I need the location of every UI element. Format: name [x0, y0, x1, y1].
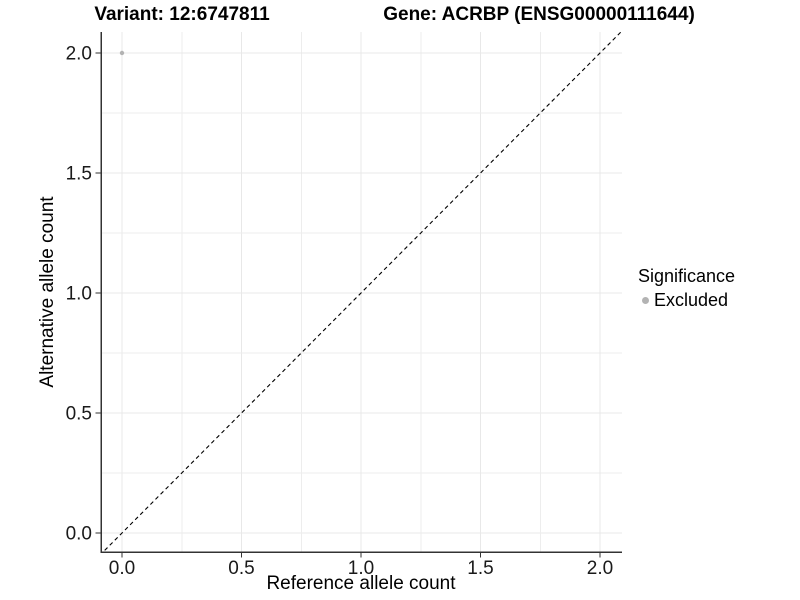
grid-lines	[101, 32, 622, 552]
x-tick-label: 0.0	[109, 558, 135, 579]
y-tick-label: 2.0	[66, 44, 92, 65]
x-axis-title: Reference allele count	[266, 573, 456, 594]
plot-title-variant: Variant: 12:6747811	[94, 4, 270, 25]
y-tick-label: 1.5	[66, 164, 92, 185]
axis-ticks: 0.0 0.5 1.0 1.5 2.0 0.0 0.5 1.0 1.5 2.0	[66, 44, 614, 580]
identity-reference-line	[102, 32, 622, 552]
data-point	[119, 50, 125, 56]
legend: Significance Excluded	[638, 266, 735, 311]
x-tick-label: 1.5	[467, 558, 493, 579]
x-tick-label: 0.5	[228, 558, 254, 579]
y-tick-label: 0.5	[66, 404, 92, 425]
legend-entry-label: Excluded	[654, 290, 729, 310]
legend-entry-excluded: Excluded	[638, 290, 735, 311]
y-tick-label: 0.0	[66, 524, 92, 545]
x-tick-label: 2.0	[587, 558, 613, 579]
x-tick-label: 1.0	[348, 558, 374, 579]
legend-title: Significance	[638, 266, 736, 286]
excluded-point-icon	[642, 297, 649, 304]
plot-title-gene: Gene: ACRBP (ENSG00000111644)	[383, 4, 695, 25]
y-axis-title: Alternative allele count	[37, 196, 58, 388]
y-tick-label: 1.0	[66, 284, 92, 305]
